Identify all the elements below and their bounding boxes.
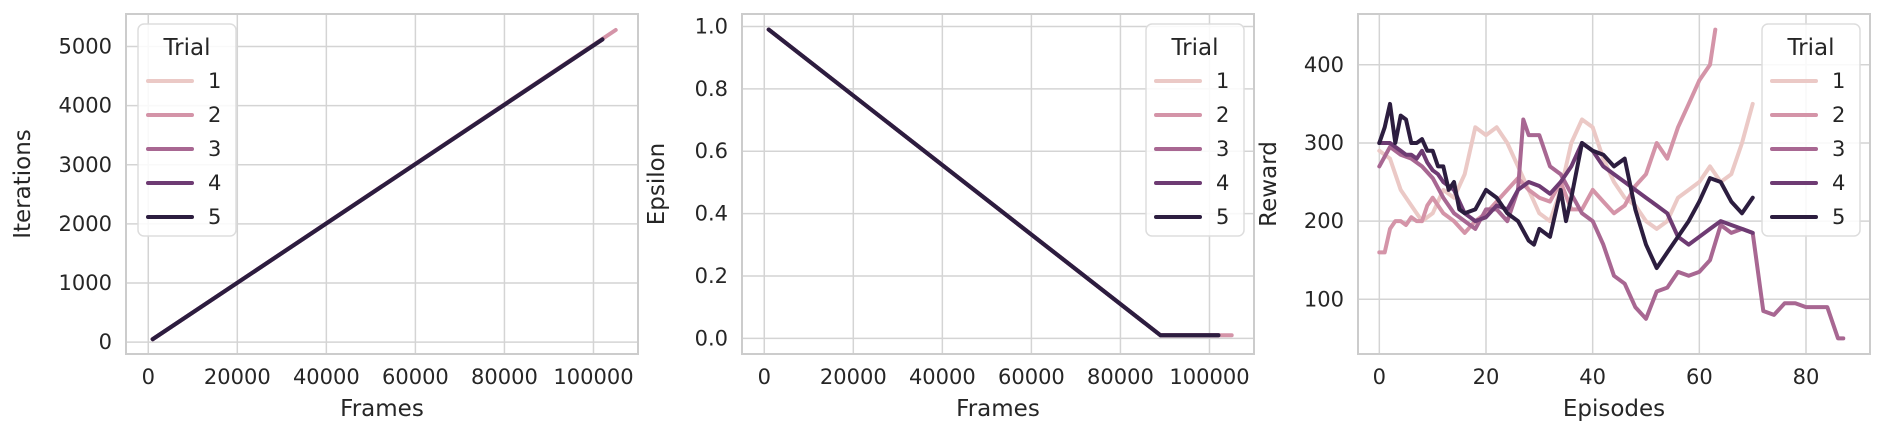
y-axis-label: Epsilon bbox=[644, 143, 670, 226]
legend-title: Trial bbox=[1171, 35, 1219, 61]
x-tick-label: 20 bbox=[1473, 365, 1500, 389]
series-line-trial-5 bbox=[766, 27, 1221, 338]
legend-title: Trial bbox=[163, 35, 211, 61]
legend: Trial 1 2 3 4 5 bbox=[137, 23, 237, 237]
x-tick-label: 60000 bbox=[998, 365, 1065, 389]
legend: Trial 1 2 3 4 5 bbox=[1761, 23, 1861, 237]
legend-label-trial-1: 1 bbox=[1832, 69, 1845, 93]
x-tick-label: 0 bbox=[1373, 365, 1386, 389]
y-tick-label: 0.0 bbox=[695, 326, 728, 350]
legend-label-trial-5: 5 bbox=[208, 205, 221, 229]
y-tick-label: 0.4 bbox=[695, 202, 728, 226]
series-line-trial-5 bbox=[1377, 101, 1755, 270]
legend-title: Trial bbox=[1787, 35, 1835, 61]
chart-panel-3: 0 20 40 60 80 100 200 300 400 Episodes Reward Trial… bbox=[1256, 13, 1871, 422]
y-tick-label: 1000 bbox=[59, 271, 112, 295]
x-tick-label: 80000 bbox=[471, 365, 538, 389]
y-tick-label: 0.8 bbox=[695, 77, 728, 101]
legend-label-trial-1: 1 bbox=[1216, 69, 1229, 93]
legend-label-trial-3: 3 bbox=[1832, 137, 1845, 161]
x-tick-label: 0 bbox=[758, 365, 771, 389]
y-tick-label: 300 bbox=[1304, 131, 1344, 155]
x-tick-label: 60 bbox=[1686, 365, 1713, 389]
y-tick-label: 0.2 bbox=[695, 264, 728, 288]
legend: Trial 1 2 3 4 5 bbox=[1145, 23, 1245, 237]
series-line-trial-5 bbox=[150, 37, 605, 342]
x-tick-label: 0 bbox=[142, 365, 155, 389]
x-axis-label: Frames bbox=[956, 396, 1040, 422]
plot-frame bbox=[125, 13, 639, 355]
plot-frame bbox=[741, 13, 1255, 355]
x-tick-label: 100000 bbox=[553, 365, 633, 389]
y-tick-label: 0 bbox=[99, 330, 112, 354]
y-axis-label: Reward bbox=[1256, 141, 1282, 227]
legend-label-trial-3: 3 bbox=[1216, 137, 1229, 161]
x-tick-label: 60000 bbox=[382, 365, 449, 389]
x-tick-label: 20000 bbox=[820, 365, 887, 389]
y-axis-label: Iterations bbox=[10, 129, 36, 239]
x-tick-label: 20000 bbox=[204, 365, 271, 389]
plot-frame bbox=[1357, 13, 1871, 355]
y-tick-label: 3000 bbox=[59, 153, 112, 177]
legend-label-trial-2: 2 bbox=[1216, 103, 1229, 127]
legend-label-trial-5: 5 bbox=[1832, 205, 1845, 229]
y-tick-label: 4000 bbox=[59, 94, 112, 118]
legend-label-trial-3: 3 bbox=[208, 137, 221, 161]
legend-label-trial-4: 4 bbox=[1216, 171, 1229, 195]
x-axis-label: Frames bbox=[340, 396, 424, 422]
y-tick-label: 2000 bbox=[59, 212, 112, 236]
y-tick-label: 0.6 bbox=[695, 139, 728, 163]
y-tick-label: 5000 bbox=[59, 35, 112, 59]
series-line-trial-3 bbox=[1377, 117, 1846, 341]
x-tick-label: 40000 bbox=[909, 365, 976, 389]
legend-label-trial-4: 4 bbox=[208, 171, 221, 195]
y-tick-label: 200 bbox=[1304, 209, 1344, 233]
legend-label-trial-2: 2 bbox=[208, 103, 221, 127]
x-axis-label: Episodes bbox=[1563, 396, 1665, 422]
y-tick-label: 100 bbox=[1304, 287, 1344, 311]
legend-label-trial-5: 5 bbox=[1216, 205, 1229, 229]
chart-panel-2: 0 20000 40000 60000 80000 100000 0.0 0.2 0.4 0.6 0… bbox=[644, 13, 1255, 422]
x-tick-label: 40000 bbox=[293, 365, 360, 389]
x-tick-label: 80 bbox=[1793, 365, 1820, 389]
y-tick-label: 1.0 bbox=[695, 14, 728, 38]
chart-panel-1: 0 20000 40000 60000 80000 100000 0 1000 2000 3000… bbox=[10, 13, 639, 422]
legend-label-trial-1: 1 bbox=[208, 69, 221, 93]
legend-label-trial-4: 4 bbox=[1832, 171, 1845, 195]
legend-label-trial-2: 2 bbox=[1832, 103, 1845, 127]
y-tick-label: 400 bbox=[1304, 53, 1344, 77]
x-tick-label: 100000 bbox=[1169, 365, 1249, 389]
x-tick-label: 40 bbox=[1579, 365, 1606, 389]
x-tick-label: 80000 bbox=[1087, 365, 1154, 389]
